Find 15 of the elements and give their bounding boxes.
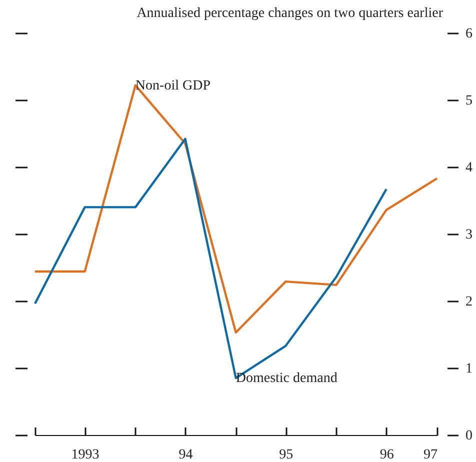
y-tick-label: 3 <box>466 228 472 242</box>
y-tick-label: 5 <box>466 94 472 108</box>
x-tick-label: 95 <box>279 448 294 462</box>
y-tick-label: 6 <box>466 26 472 42</box>
series-label: Domestic demand <box>236 371 338 386</box>
x-tick-label: 96 <box>380 448 394 462</box>
y-tick-label: 4 <box>466 160 472 176</box>
chart-title: Annualised percentage changes on two quarters earlier <box>136 6 444 21</box>
x-tick-label: 97 <box>424 448 438 462</box>
x-tick-label: 1993 <box>71 448 100 462</box>
x-tick-label: 94 <box>178 448 193 462</box>
series-label: Non-oil GDP <box>135 78 211 94</box>
y-tick-label: 1 <box>466 362 472 376</box>
y-tick-label: 0 <box>466 428 472 444</box>
y-tick-label: 2 <box>466 294 472 310</box>
